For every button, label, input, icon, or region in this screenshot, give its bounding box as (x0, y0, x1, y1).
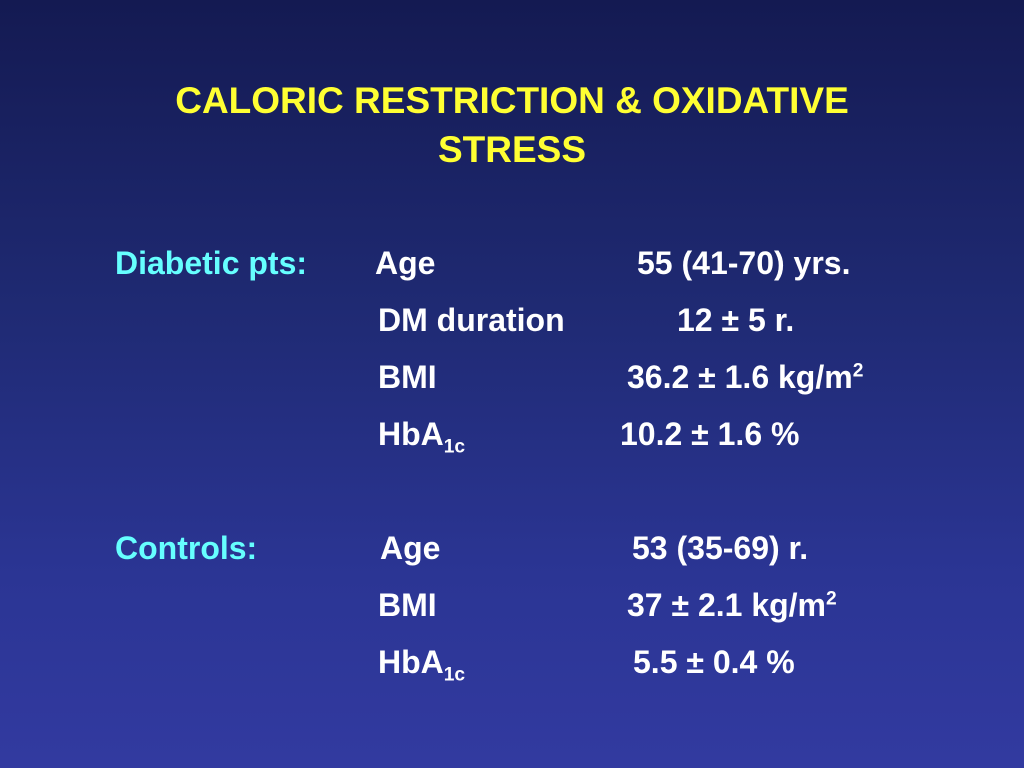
diabetic-hba1c-label: HbA1c (378, 414, 466, 458)
controls-hba1c-label-subscript: 1c (443, 664, 466, 686)
slide-title: CALORIC RESTRICTION & OXIDATIVE STRESS (0, 76, 1024, 174)
controls-bmi-unit-exponent: 2 (826, 588, 837, 610)
diabetic-hba1c-value: 10.2 ± 1.6 % (620, 416, 800, 452)
controls-hba1c-label-text: HbA (378, 644, 444, 680)
controls-group-label: Controls: (115, 530, 258, 566)
diabetic-bmi-value-text: 36.2 ± 1.6 kg/m (627, 359, 853, 395)
diabetic-group-label: Diabetic pts: (115, 245, 308, 281)
diabetic-bmi-value: 36.2 ± 1.6 kg/m2 (627, 357, 863, 397)
diabetic-age-value: 55 (41-70) yrs. (637, 245, 851, 281)
controls-hba1c-value: 5.5 ± 0.4 % (633, 644, 795, 680)
slide-title-line-1: CALORIC RESTRICTION & OXIDATIVE (175, 80, 849, 121)
controls-bmi-value-text: 37 ± 2.1 kg/m (627, 587, 826, 623)
diabetic-bmi-label: BMI (378, 359, 437, 395)
diabetic-hba1c-label-subscript: 1c (443, 436, 466, 458)
controls-age-value: 53 (35-69) r. (632, 530, 809, 566)
diabetic-hba1c-label-text: HbA (378, 416, 444, 452)
slide-title-line-2: STRESS (437, 129, 587, 170)
diabetic-dm-duration-label: DM duration (378, 302, 565, 338)
controls-age-label: Age (380, 530, 441, 566)
controls-bmi-value: 37 ± 2.1 kg/m2 (627, 585, 837, 625)
diabetic-dm-duration-value: 12 ± 5 r. (677, 302, 795, 338)
controls-bmi-label: BMI (378, 587, 437, 623)
controls-hba1c-label: HbA1c (378, 642, 466, 686)
diabetic-age-label: Age (375, 245, 436, 281)
diabetic-bmi-unit-exponent: 2 (852, 360, 864, 382)
